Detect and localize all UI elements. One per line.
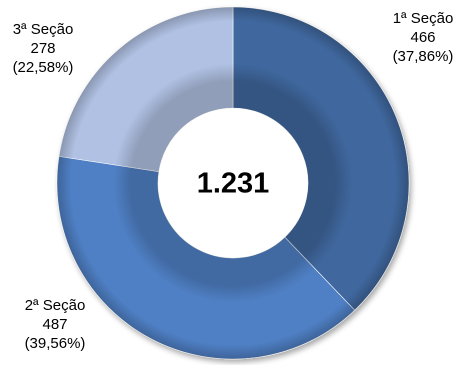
slice-percent: (39,56%) — [25, 335, 86, 352]
slice-label-2: 2ª Seção 487 (39,56%) — [25, 297, 86, 352]
slice-labels: 1ª Seção 466 (37,86%) 2ª Seção 487 (39,56%) 3ª… — [13, 10, 454, 352]
slice-percent: (37,86%) — [393, 48, 454, 65]
slice-name: 3ª Seção — [13, 21, 74, 38]
slice-name: 1ª Seção — [393, 10, 454, 27]
slice-name: 2ª Seção — [25, 297, 86, 314]
slice-label-3: 3ª Seção 278 (22,58%) — [13, 21, 74, 76]
slice-value: 466 — [410, 29, 435, 46]
slice-percent: (22,58%) — [13, 59, 74, 76]
slice-label-1: 1ª Seção 466 (37,86%) — [393, 10, 454, 65]
slice-value: 278 — [30, 40, 55, 57]
center-total-label: 1.231 — [197, 168, 270, 200]
donut-hole — [158, 108, 308, 258]
slice-value: 487 — [42, 316, 67, 333]
